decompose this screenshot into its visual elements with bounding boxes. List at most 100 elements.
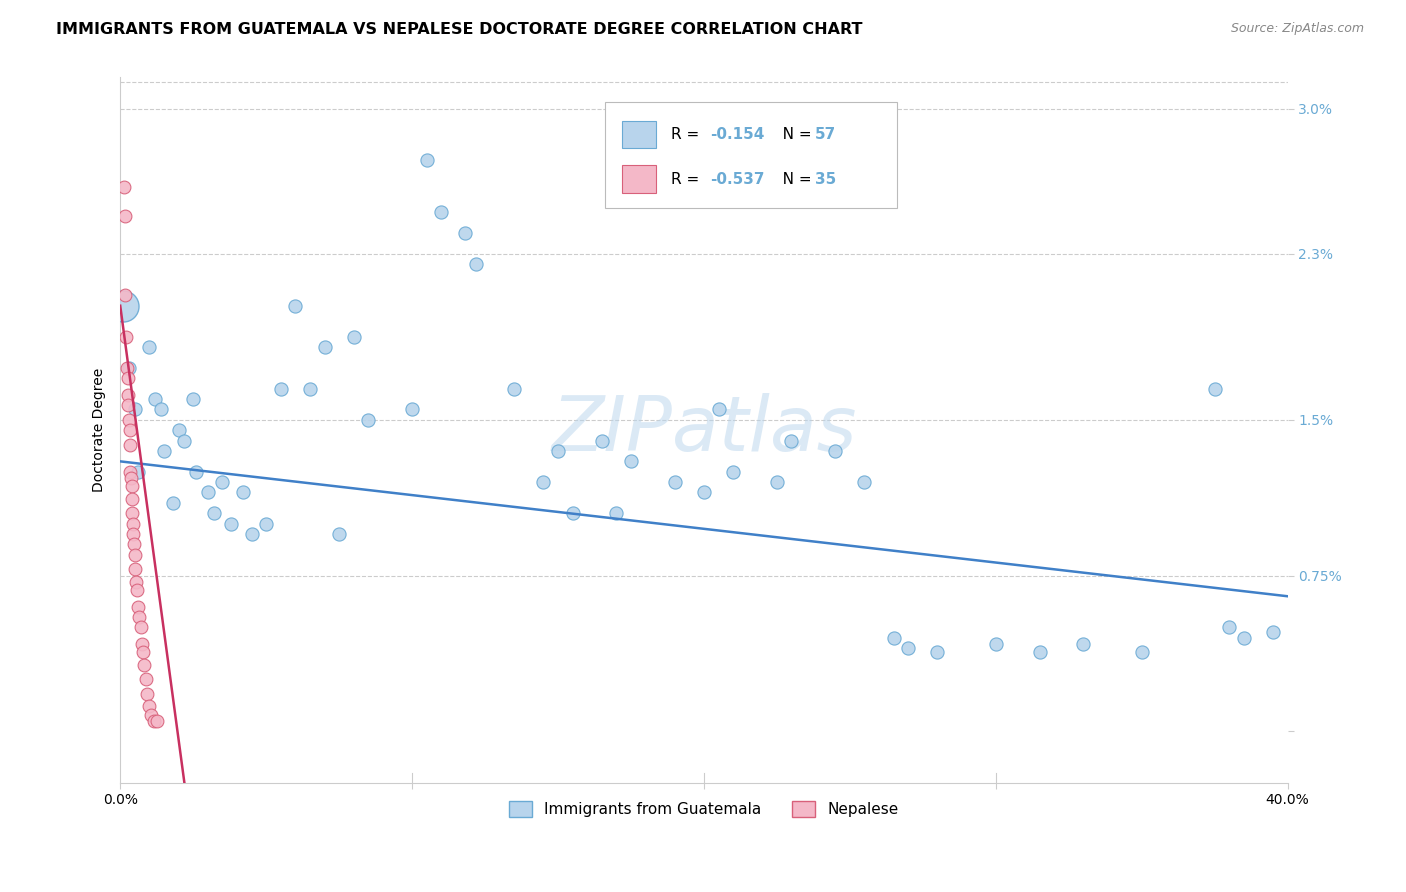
Text: -0.154: -0.154 bbox=[710, 128, 763, 142]
Point bbox=[124, 402, 146, 417]
Point bbox=[1218, 620, 1240, 634]
Point bbox=[120, 465, 142, 479]
Point bbox=[430, 205, 453, 219]
FancyBboxPatch shape bbox=[605, 103, 897, 208]
Point bbox=[143, 392, 166, 406]
Point bbox=[127, 582, 149, 597]
Point bbox=[121, 491, 143, 506]
Point bbox=[780, 434, 803, 448]
Point bbox=[112, 180, 135, 194]
Point bbox=[124, 562, 146, 576]
Text: R =: R = bbox=[671, 171, 704, 186]
Point bbox=[284, 299, 307, 313]
Point bbox=[139, 707, 162, 722]
Point bbox=[620, 454, 643, 468]
Text: Source: ZipAtlas.com: Source: ZipAtlas.com bbox=[1230, 22, 1364, 36]
Point bbox=[984, 637, 1007, 651]
Point bbox=[202, 506, 225, 520]
Point bbox=[134, 657, 156, 672]
Point bbox=[114, 288, 136, 302]
Point bbox=[117, 398, 139, 412]
Point bbox=[357, 413, 380, 427]
Point bbox=[270, 382, 292, 396]
Point bbox=[232, 485, 254, 500]
Point bbox=[127, 599, 149, 614]
Legend: Immigrants from Guatemala, Nepalese: Immigrants from Guatemala, Nepalese bbox=[502, 794, 907, 825]
Text: N =: N = bbox=[768, 171, 817, 186]
Point bbox=[138, 699, 160, 714]
Point bbox=[129, 620, 152, 634]
Point bbox=[117, 388, 139, 402]
Point bbox=[122, 516, 145, 531]
Point bbox=[605, 506, 627, 520]
Text: IMMIGRANTS FROM GUATEMALA VS NEPALESE DOCTORATE DEGREE CORRELATION CHART: IMMIGRANTS FROM GUATEMALA VS NEPALESE DO… bbox=[56, 22, 863, 37]
Text: 35: 35 bbox=[815, 171, 837, 186]
Point bbox=[135, 673, 157, 687]
Point bbox=[118, 413, 141, 427]
Point bbox=[314, 340, 336, 354]
Point bbox=[591, 434, 613, 448]
Point bbox=[145, 714, 167, 728]
Point bbox=[111, 299, 134, 313]
Text: N =: N = bbox=[768, 128, 817, 142]
Text: 57: 57 bbox=[815, 128, 837, 142]
Point bbox=[150, 402, 173, 417]
Point bbox=[1130, 645, 1153, 659]
Point bbox=[125, 574, 148, 589]
Point bbox=[328, 527, 350, 541]
Point bbox=[707, 402, 730, 417]
Point bbox=[503, 382, 526, 396]
Point bbox=[1233, 631, 1256, 645]
Point bbox=[415, 153, 437, 168]
Point bbox=[693, 485, 716, 500]
Point bbox=[181, 392, 204, 406]
Point bbox=[132, 645, 155, 659]
Point bbox=[121, 479, 143, 493]
Point bbox=[197, 485, 219, 500]
Point bbox=[561, 506, 583, 520]
Point bbox=[853, 475, 876, 489]
FancyBboxPatch shape bbox=[623, 165, 657, 193]
Point bbox=[1204, 382, 1226, 396]
Point bbox=[131, 637, 153, 651]
Point bbox=[531, 475, 554, 489]
Point bbox=[124, 548, 146, 562]
Point bbox=[547, 444, 569, 458]
Point bbox=[298, 382, 321, 396]
Point bbox=[136, 687, 159, 701]
Point bbox=[219, 516, 242, 531]
Point bbox=[401, 402, 423, 417]
Point bbox=[153, 444, 176, 458]
Point bbox=[118, 361, 141, 376]
Text: ZIPatlas: ZIPatlas bbox=[551, 393, 856, 467]
Text: -0.537: -0.537 bbox=[710, 171, 765, 186]
Y-axis label: Doctorate Degree: Doctorate Degree bbox=[93, 368, 107, 492]
Point bbox=[120, 438, 142, 452]
Point bbox=[927, 645, 949, 659]
Point bbox=[721, 465, 744, 479]
Point bbox=[254, 516, 277, 531]
Point bbox=[240, 527, 263, 541]
Point bbox=[122, 527, 145, 541]
Point bbox=[897, 641, 920, 656]
Point bbox=[824, 444, 846, 458]
Point bbox=[173, 434, 195, 448]
Point bbox=[115, 361, 138, 376]
Point bbox=[184, 465, 207, 479]
Point bbox=[883, 631, 905, 645]
Point bbox=[664, 475, 686, 489]
Point bbox=[465, 257, 488, 271]
Point bbox=[114, 210, 136, 224]
Point bbox=[1073, 637, 1095, 651]
FancyBboxPatch shape bbox=[623, 120, 657, 148]
Point bbox=[343, 330, 366, 344]
Point bbox=[1028, 645, 1050, 659]
Point bbox=[766, 475, 789, 489]
Point bbox=[115, 330, 138, 344]
Point bbox=[117, 371, 139, 385]
Point bbox=[121, 506, 143, 520]
Point bbox=[128, 610, 150, 624]
Point bbox=[1261, 624, 1284, 639]
Point bbox=[211, 475, 233, 489]
Point bbox=[138, 340, 160, 354]
